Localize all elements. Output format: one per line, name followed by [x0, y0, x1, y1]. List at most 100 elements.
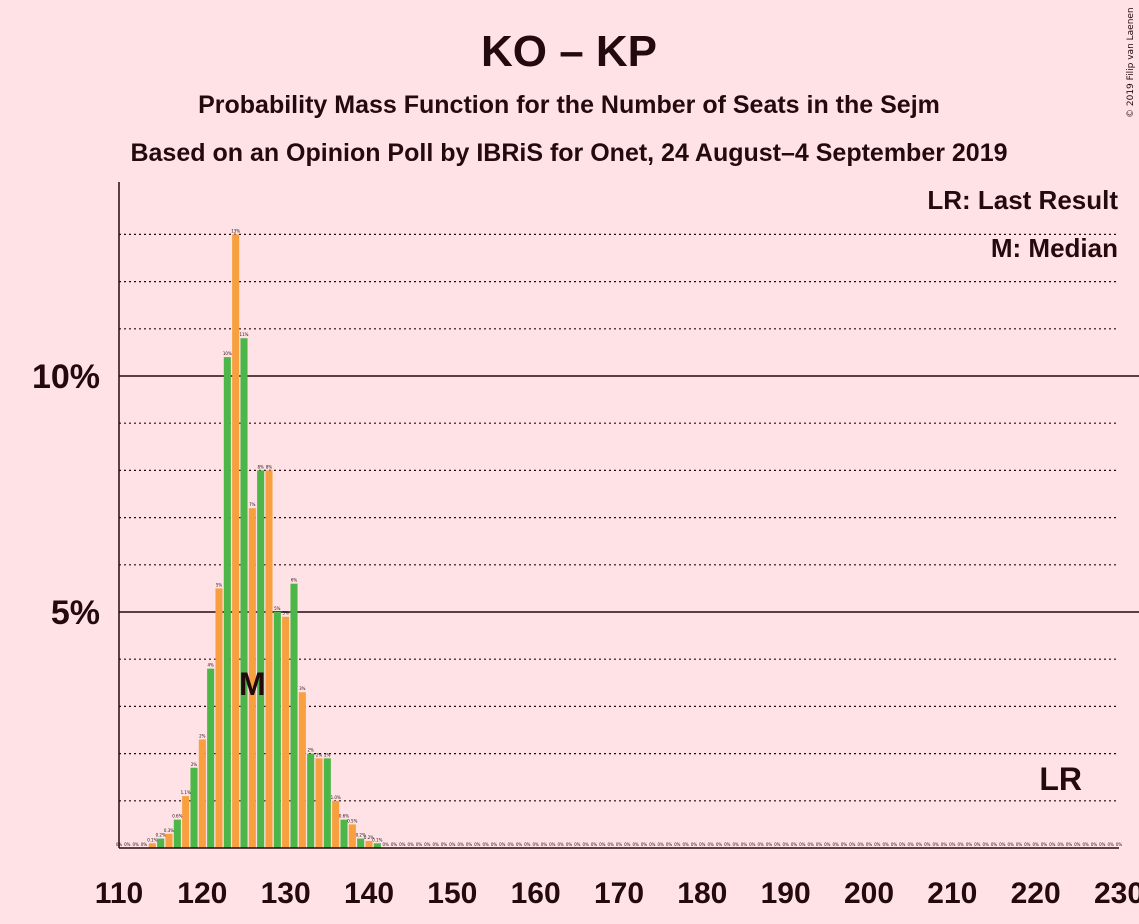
bar-value-label: 0%: [1091, 842, 1098, 847]
bar-value-label: 0%: [841, 842, 848, 847]
bar-value-label: 0%: [991, 842, 998, 847]
copyright-notice: © 2019 Filip van Laenen: [1126, 7, 1136, 118]
bar: [315, 758, 323, 848]
bar-value-label: 2%: [307, 748, 314, 753]
bar-value-label: 0%: [832, 842, 839, 847]
bar-value-label: 0%: [541, 842, 548, 847]
bar-value-label: 0%: [899, 842, 906, 847]
bar-value-label: 0%: [566, 842, 573, 847]
bar-value-label: 0%: [1016, 842, 1023, 847]
bar: [248, 508, 256, 848]
bar-value-label: 0%: [557, 842, 564, 847]
last-result-marker: LR: [1039, 761, 1082, 797]
bar-value-label: 4%: [207, 663, 214, 668]
bar-value-label: 0%: [666, 842, 673, 847]
x-tick-label: 120: [177, 877, 227, 910]
x-tick-label: 180: [677, 877, 727, 910]
bar-value-label: 2%: [191, 762, 198, 767]
bar-value-label: 0%: [749, 842, 756, 847]
bar-value-label: 0%: [891, 842, 898, 847]
bar-value-label: 0%: [524, 842, 531, 847]
y-tick-label: 10%: [32, 358, 100, 396]
bar-value-label: 8%: [266, 464, 273, 469]
bar-value-label: 13%: [231, 228, 240, 233]
bar: [323, 758, 331, 848]
bar-value-label: 0%: [432, 842, 439, 847]
x-tick-label: 130: [261, 877, 311, 910]
bar: [215, 588, 223, 848]
bar-value-label: 0%: [132, 842, 139, 847]
bar-value-label: 0%: [507, 842, 514, 847]
bar-value-label: 3%: [299, 686, 306, 691]
x-tick-label: 190: [761, 877, 811, 910]
bar-value-label: 0%: [516, 842, 523, 847]
bar-value-label: 0%: [449, 842, 456, 847]
bar-value-label: 5%: [282, 611, 289, 616]
bar: [223, 357, 231, 848]
bar-value-label: 0%: [724, 842, 731, 847]
bar-value-label: 0%: [741, 842, 748, 847]
bar-value-label: 0%: [916, 842, 923, 847]
bar-value-label: 0%: [1049, 842, 1056, 847]
bar-value-label: 0.2%: [356, 833, 366, 838]
bar-value-label: 0%: [424, 842, 431, 847]
bar-value-label: 0%: [1099, 842, 1106, 847]
bar-value-label: 0%: [674, 842, 681, 847]
bar-value-label: 0%: [999, 842, 1006, 847]
bar-value-label: 0%: [407, 842, 414, 847]
x-tick-label: 140: [344, 877, 394, 910]
x-tick-label: 170: [594, 877, 644, 910]
bar: [198, 739, 206, 848]
x-tick-label: 200: [844, 877, 894, 910]
bar-value-label: 0.2%: [156, 833, 166, 838]
bar-value-label: 0%: [882, 842, 889, 847]
chart-source: Based on an Opinion Poll by IBRiS for On…: [130, 139, 1007, 167]
bar-value-label: 2%: [324, 752, 331, 757]
bar-value-label: 0%: [924, 842, 931, 847]
bar-value-label: 0.6%: [172, 814, 182, 819]
bar-value-label: 5%: [216, 582, 223, 587]
bar-value-label: 0%: [982, 842, 989, 847]
bar-value-label: 0%: [716, 842, 723, 847]
bar-value-label: 0%: [632, 842, 639, 847]
bar: [340, 819, 348, 848]
bar-value-label: 0%: [957, 842, 964, 847]
chart-title: KO – KP: [481, 27, 657, 76]
legend-last-result: LR: Last Result: [927, 185, 1118, 215]
bar-value-label: 0%: [1032, 842, 1039, 847]
bar-value-label: 0%: [732, 842, 739, 847]
bar-value-label: 0%: [416, 842, 423, 847]
bar-value-label: 0%: [1007, 842, 1014, 847]
bar-value-label: 0%: [532, 842, 539, 847]
bar: [373, 843, 381, 848]
chart-subtitle: Probability Mass Function for the Number…: [198, 91, 940, 119]
bar: [182, 796, 190, 848]
bar-value-label: 0.6%: [339, 814, 349, 819]
bar-value-label: 0%: [599, 842, 606, 847]
bar: [232, 234, 240, 848]
x-tick-label: 150: [427, 877, 477, 910]
bar-value-label: 0%: [932, 842, 939, 847]
bar-value-label: 0%: [1041, 842, 1048, 847]
x-tick-label: 160: [511, 877, 561, 910]
bar: [257, 470, 265, 848]
bar-value-label: 0%: [874, 842, 881, 847]
bar-value-label: 6%: [291, 578, 298, 583]
bar-value-label: 0.2%: [364, 835, 374, 840]
bar-value-label: 0%: [699, 842, 706, 847]
bar: [290, 583, 298, 848]
bar-value-label: 0%: [707, 842, 714, 847]
bar-value-label: 0%: [141, 842, 148, 847]
bar-value-label: 0%: [1074, 842, 1081, 847]
bar: [282, 616, 290, 848]
bar: [240, 338, 248, 848]
bar-value-label: 0%: [549, 842, 556, 847]
bar: [365, 840, 373, 848]
median-marker: M: [239, 666, 266, 702]
bar-value-label: 0%: [774, 842, 781, 847]
bar-value-label: 8%: [257, 464, 264, 469]
x-tick-label: 210: [927, 877, 977, 910]
bar-value-label: 0.1%: [147, 837, 157, 842]
